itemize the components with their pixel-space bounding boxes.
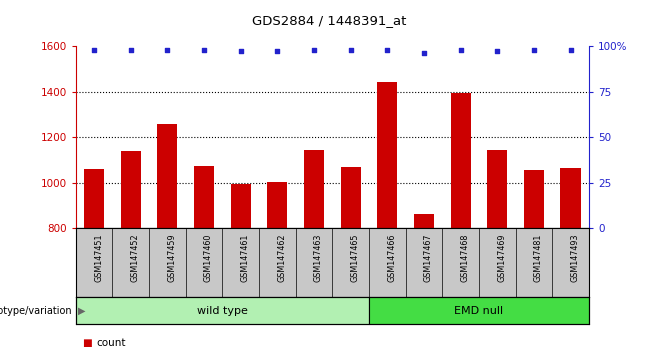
Text: GSM147463: GSM147463 [314, 234, 323, 282]
Bar [341, 167, 361, 228]
Text: GSM147451: GSM147451 [94, 234, 103, 282]
Point [272, 48, 282, 54]
Text: GSM147481: GSM147481 [534, 234, 543, 282]
Text: GSM147469: GSM147469 [497, 234, 506, 282]
Bar [84, 169, 104, 228]
Text: ■: ■ [82, 338, 92, 348]
Text: genotype/variation: genotype/variation [0, 306, 72, 316]
Point [455, 47, 466, 52]
Bar [414, 213, 434, 228]
Point [382, 47, 393, 52]
Bar [157, 124, 178, 228]
Bar [230, 184, 251, 228]
Bar [76, 297, 369, 324]
Text: GSM147467: GSM147467 [424, 234, 433, 282]
Point [528, 47, 539, 52]
Text: GSM147460: GSM147460 [204, 234, 213, 282]
Text: wild type: wild type [197, 306, 248, 316]
Text: GSM147452: GSM147452 [131, 234, 139, 282]
Point [199, 47, 209, 52]
Bar [120, 151, 141, 228]
Point [418, 51, 429, 56]
Point [162, 47, 172, 52]
Bar [451, 93, 470, 228]
Text: GDS2884 / 1448391_at: GDS2884 / 1448391_at [252, 14, 406, 27]
Bar [377, 82, 397, 228]
Bar [194, 166, 214, 228]
Bar [369, 297, 589, 324]
Bar [304, 150, 324, 228]
Point [565, 47, 576, 52]
Point [89, 47, 99, 52]
Text: GSM147461: GSM147461 [241, 234, 249, 282]
Text: GSM147466: GSM147466 [388, 234, 396, 282]
Text: count: count [97, 338, 126, 348]
Bar [561, 168, 580, 228]
Point [236, 48, 246, 54]
Text: GSM147462: GSM147462 [277, 234, 286, 282]
Point [309, 47, 319, 52]
Text: GSM147459: GSM147459 [167, 234, 176, 282]
Bar [267, 182, 288, 228]
Text: ▶: ▶ [78, 306, 85, 316]
Point [345, 47, 356, 52]
Bar [524, 170, 544, 228]
Text: GSM147468: GSM147468 [461, 234, 470, 282]
Bar [487, 150, 507, 228]
Text: GSM147465: GSM147465 [351, 234, 360, 282]
Text: EMD null: EMD null [455, 306, 503, 316]
Text: GSM147493: GSM147493 [570, 234, 580, 282]
Point [126, 47, 136, 52]
Point [492, 48, 503, 54]
